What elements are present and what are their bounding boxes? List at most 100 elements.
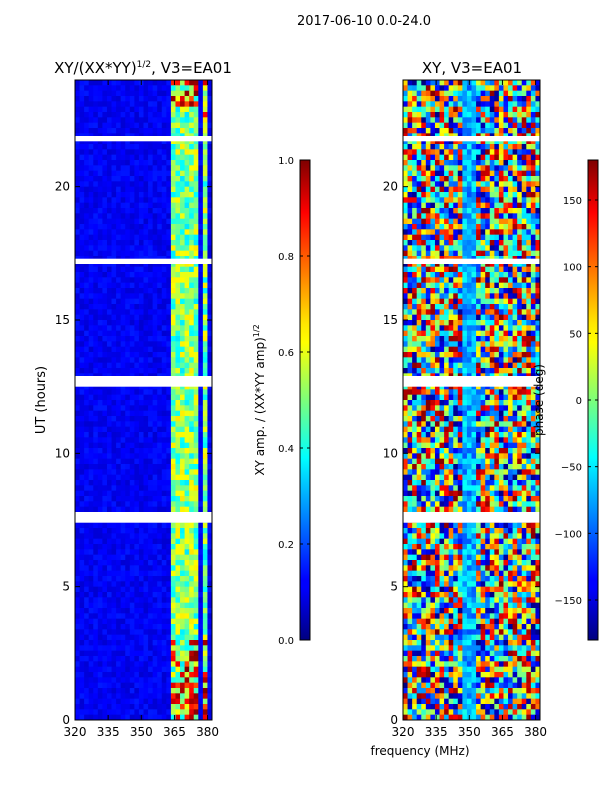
heatmap-cell [457,128,463,134]
heatmap-cell [111,640,117,646]
heatmap-cell [157,618,163,625]
heatmap-cell [453,261,459,268]
heatmap-cell [161,186,167,193]
heatmap-cell [88,261,94,268]
heatmap-cell [88,325,94,332]
heatmap-cell [193,666,199,673]
heatmap-cell [198,549,204,556]
heatmap-cell [202,496,208,502]
heatmap-cell [161,661,167,668]
y-tick-label: 0 [62,713,70,727]
heatmap-cell [102,165,108,172]
heatmap-cell [102,202,108,209]
heatmap-cell [207,464,213,470]
heatmap-cell [193,170,199,177]
heatmap-cell [489,234,495,241]
heatmap-cell [180,106,185,113]
heatmap-cell [75,170,80,177]
heatmap-cell [75,549,80,556]
heatmap-cell [84,330,90,337]
heatmap-cell [430,245,436,252]
heatmap-cell [143,277,149,284]
heatmap-cell [412,90,418,97]
heatmap-cell [202,389,208,396]
heatmap-cell [166,672,172,678]
heatmap-cell [184,261,190,268]
heatmap-cell [106,544,112,550]
heatmap-cell [175,362,181,369]
heatmap-cell [202,432,208,438]
heatmap-cell [198,704,204,710]
heatmap-cell [448,160,454,166]
heatmap-cell [88,490,94,497]
heatmap-cell [448,261,454,268]
heatmap-cell [189,581,195,588]
heatmap-cell [75,85,80,92]
heatmap-cell [129,224,135,230]
heatmap-cell [157,442,163,449]
heatmap-cell [88,213,94,220]
heatmap-cell [202,506,208,513]
heatmap-cell [125,522,131,529]
heatmap-cell [111,645,117,652]
heatmap-cell [476,106,482,113]
heatmap-cell [421,176,427,182]
heatmap-cell [161,581,167,588]
heatmap-cell [138,538,144,545]
heatmap-cell [494,282,500,289]
heatmap-cell [157,474,163,481]
heatmap-cell [207,501,213,508]
heatmap-cell [84,442,90,449]
heatmap-cell [143,304,149,310]
heatmap-cell [407,304,413,310]
heatmap-cell [503,304,509,310]
heatmap-cell [134,336,140,342]
heatmap-cell [88,698,94,705]
heatmap-cell [152,213,158,220]
heatmap-cell [125,421,131,428]
heatmap-cell [207,346,213,353]
heatmap-cell [498,176,504,182]
heatmap-cell [97,714,103,721]
heatmap-cell [512,154,518,161]
heatmap-cell [79,154,85,161]
heatmap-cell [88,608,94,614]
heatmap-cell [444,202,450,209]
heatmap-cell [75,597,80,604]
heatmap-cell [129,400,135,406]
heatmap-cell [412,266,418,273]
heatmap-cell [180,448,185,454]
heatmap-cell [138,208,144,214]
heatmap-cell [120,698,126,705]
heatmap-cell [106,709,112,716]
heatmap-cell [79,501,85,508]
heatmap-cell [175,592,181,598]
heatmap-cell [166,85,172,92]
heatmap-cell [175,384,181,390]
heatmap-cell [193,266,199,273]
heatmap-cell [166,234,172,241]
heatmap-cell [75,208,80,214]
heatmap-cell [143,341,149,348]
heatmap-cell [489,170,495,177]
heatmap-cell [97,480,103,486]
heatmap-cell [207,245,213,252]
heatmap-cell [79,272,85,278]
heatmap-cell [125,650,131,657]
heatmap-cell [102,666,108,673]
heatmap-cell [138,240,144,246]
heatmap-cell [170,117,176,124]
heatmap-cell [512,165,518,172]
heatmap-cell [175,101,181,108]
heatmap-cell [170,245,176,252]
heatmap-cell [170,394,176,401]
heatmap-cell [161,192,167,198]
heatmap-cell [125,240,131,246]
heatmap-cell [471,304,477,310]
heatmap-cell [84,549,90,556]
heatmap-cell [407,250,413,257]
heatmap-cell [180,341,185,348]
heatmap-cell [97,640,103,646]
heatmap-cell [430,122,436,129]
heatmap-cell [416,298,422,305]
